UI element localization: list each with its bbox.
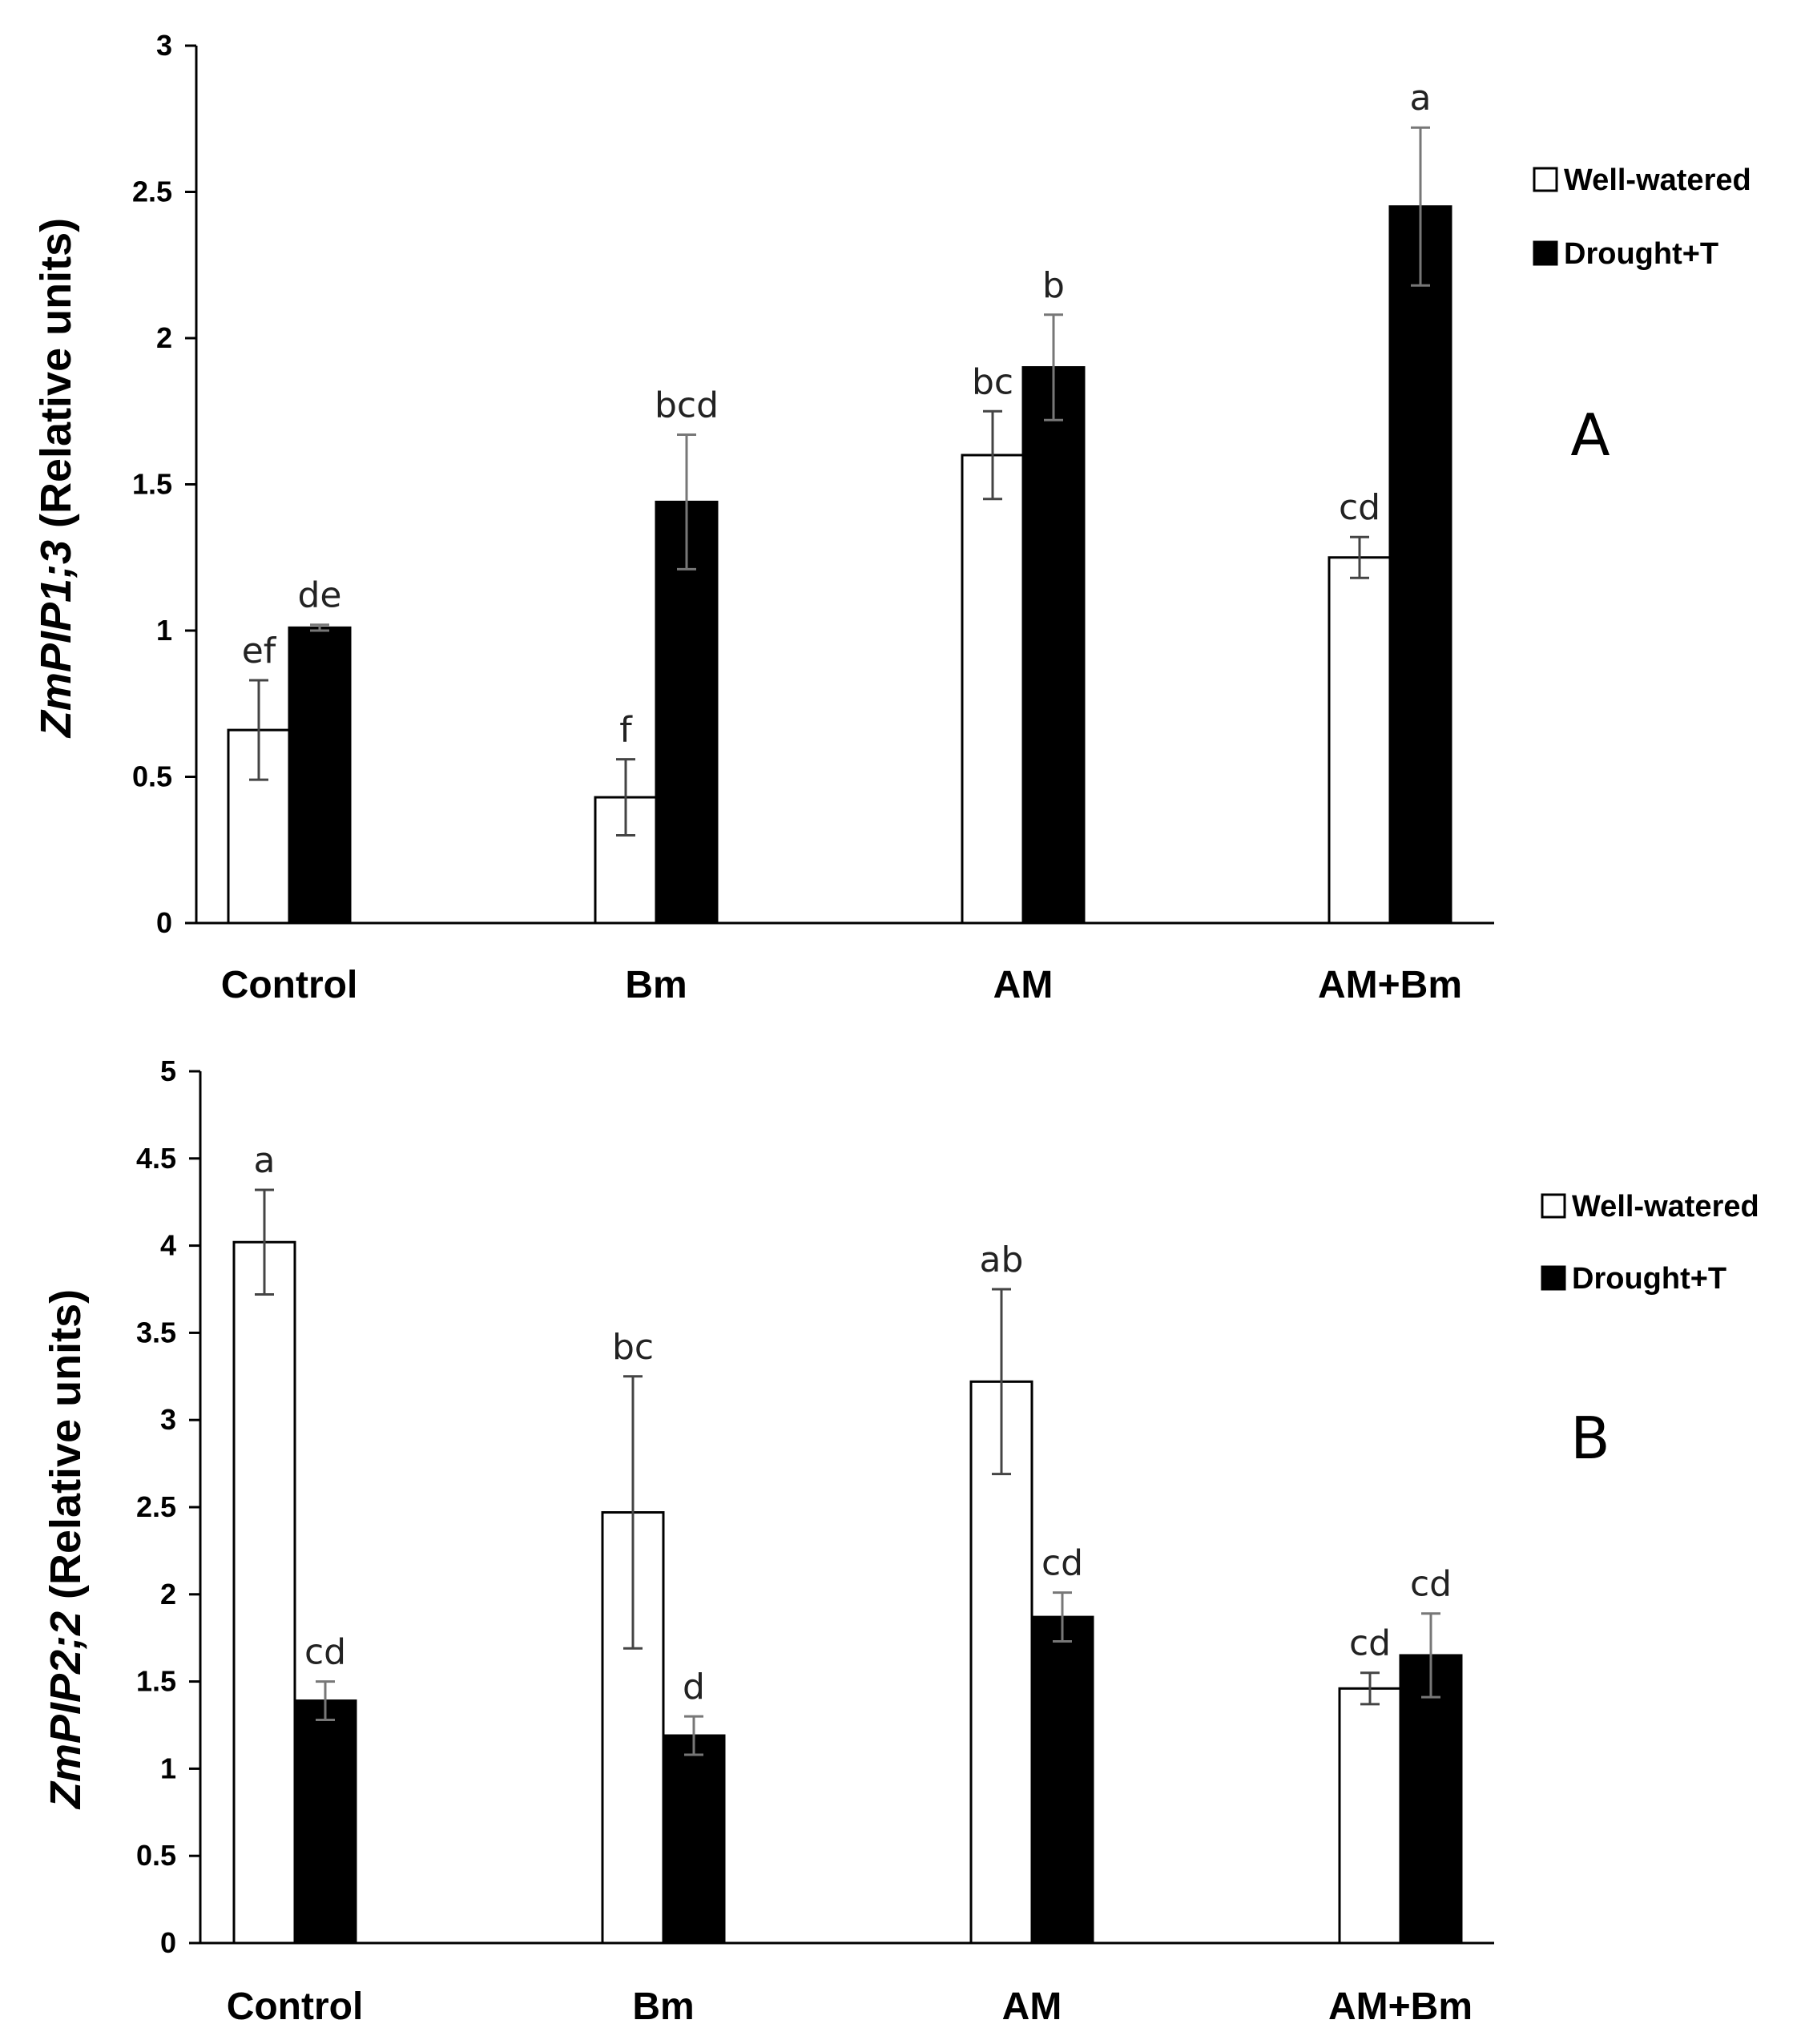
significance-label: cd xyxy=(1339,487,1380,528)
y-tick-label: 0.5 xyxy=(136,1839,176,1872)
significance-label: bc xyxy=(612,1327,654,1368)
y-axis-gene: ZmPIP2;2 xyxy=(42,1611,90,1810)
category-label: Control xyxy=(227,1986,364,2028)
significance-label: cd xyxy=(1349,1623,1391,1664)
legend-label-drought: Drought+T xyxy=(1572,1262,1726,1296)
category-label: Bm xyxy=(625,964,687,1006)
panel-label: B xyxy=(1570,1405,1610,1472)
y-tick-label: 1 xyxy=(156,614,172,647)
significance-label: a xyxy=(1410,78,1432,119)
y-tick-label: 0.5 xyxy=(132,760,172,793)
legend: Well-watered Drought+T xyxy=(1541,1190,1759,1296)
bar-drought-control xyxy=(288,626,352,925)
significance-label: cd xyxy=(304,1632,346,1673)
y-tick-label: 2 xyxy=(156,321,172,354)
significance-label: cd xyxy=(1410,1564,1452,1605)
y-tick-label: 0 xyxy=(156,906,172,939)
legend-label-well-watered: Well-watered xyxy=(1572,1190,1759,1224)
bar-well-watered-am-bm xyxy=(1328,556,1392,925)
y-axis-units: (Relative units) xyxy=(32,218,80,540)
bar-drought-am xyxy=(1021,366,1086,925)
y-axis-units: (Relative units) xyxy=(42,1289,90,1611)
y-tick-label: 1 xyxy=(160,1752,176,1784)
legend-swatch-well-watered xyxy=(1533,167,1558,192)
bar-drought-am-bm xyxy=(1399,1654,1463,1945)
y-tick-label: 2.5 xyxy=(132,175,172,208)
category-label: AM xyxy=(1002,1986,1062,2028)
legend-label-well-watered: Well-watered xyxy=(1564,163,1751,197)
significance-label: de xyxy=(298,575,342,616)
category-label: AM xyxy=(993,964,1054,1006)
significance-label: b xyxy=(1042,265,1065,306)
category-label: AM+Bm xyxy=(1328,1986,1473,2028)
y-tick-label: 3 xyxy=(160,1403,176,1436)
bar-well-watered-am-bm xyxy=(1338,1687,1402,1945)
significance-label: bc xyxy=(972,361,1013,402)
y-tick-label: 4 xyxy=(160,1229,176,1262)
bar-drought-am-bm xyxy=(1388,205,1452,925)
legend-swatch-well-watered xyxy=(1541,1193,1566,1219)
panel-b: ZmPIP2;2 (Relative units) B Well-watered… xyxy=(42,1054,1759,2028)
legend-label-drought: Drought+T xyxy=(1564,237,1718,271)
y-tick-label: 1.5 xyxy=(132,468,172,501)
y-tick-label: 0 xyxy=(160,1926,176,1959)
bar-well-watered-am xyxy=(961,454,1025,925)
category-label: Bm xyxy=(632,1986,694,2028)
panel-a: ZmPIP1;3 (Relative units) A Well-watered… xyxy=(32,29,1751,1006)
category-label: Control xyxy=(221,964,358,1006)
bar-drought-am xyxy=(1030,1615,1094,1945)
y-axis-label: ZmPIP2;2 (Relative units) xyxy=(42,1289,90,1810)
panel-label: A xyxy=(1570,401,1610,469)
legend: Well-watered Drought+T xyxy=(1533,163,1751,271)
y-tick-label: 4.5 xyxy=(136,1142,176,1175)
significance-label: cd xyxy=(1041,1543,1083,1584)
legend-swatch-drought xyxy=(1533,240,1558,266)
category-label: AM+Bm xyxy=(1318,964,1462,1006)
y-tick-label: 2.5 xyxy=(136,1490,176,1523)
significance-label: a xyxy=(254,1140,276,1181)
bar-well-watered-control xyxy=(232,1240,296,1945)
y-tick-label: 1.5 xyxy=(136,1665,176,1698)
y-tick-label: 2 xyxy=(160,1578,176,1611)
significance-label: f xyxy=(619,710,633,751)
legend-swatch-drought xyxy=(1541,1265,1566,1291)
y-tick-label: 3 xyxy=(156,29,172,62)
y-axis-gene: ZmPIP1;3 xyxy=(32,540,80,739)
bar-drought-control xyxy=(293,1699,357,1945)
significance-label: d xyxy=(683,1667,705,1707)
y-tick-label: 3.5 xyxy=(136,1316,176,1349)
significance-label: ab xyxy=(980,1240,1024,1280)
bar-drought-bm xyxy=(662,1734,726,1945)
y-axis-label: ZmPIP1;3 (Relative units) xyxy=(32,218,80,739)
significance-label: ef xyxy=(242,631,277,671)
y-tick-label: 5 xyxy=(160,1054,176,1087)
significance-label: bcd xyxy=(655,385,719,425)
